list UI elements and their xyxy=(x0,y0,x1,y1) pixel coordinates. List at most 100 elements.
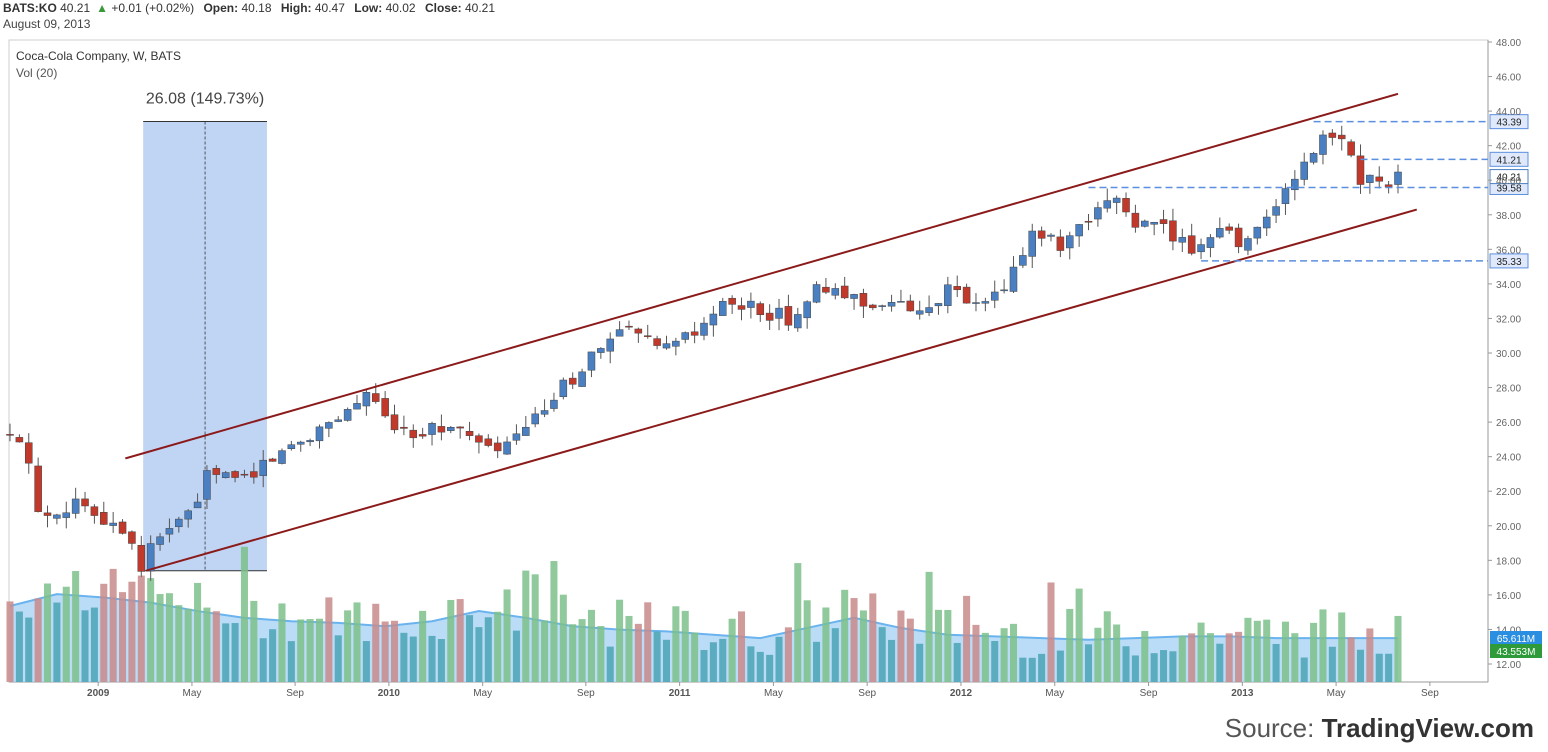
volume-bar xyxy=(128,581,136,682)
candle-body xyxy=(71,498,80,514)
volume-bar xyxy=(484,617,492,682)
candle-body xyxy=(812,284,821,303)
candle-body xyxy=(109,522,117,526)
last-price: 40.21 xyxy=(60,1,91,15)
volume-bar xyxy=(419,610,427,682)
volume-bar xyxy=(156,594,164,682)
volume-bar xyxy=(794,563,802,682)
candle-body xyxy=(915,310,924,315)
candle-body xyxy=(1244,238,1252,251)
candle-body xyxy=(315,426,324,442)
candle-body xyxy=(1309,153,1318,163)
symbol-legend[interactable]: Coca-Cola Company, W, BATS xyxy=(16,49,181,63)
volume-bar xyxy=(1150,653,1158,682)
candle-body xyxy=(128,531,136,544)
volume-bar xyxy=(944,609,952,682)
candle-body xyxy=(193,501,202,509)
volume-bar xyxy=(372,603,380,682)
candle-body xyxy=(203,470,211,500)
candle-body xyxy=(1347,141,1355,156)
volume-value-box xyxy=(1490,631,1542,645)
volume-bar xyxy=(878,627,886,682)
volume-bar xyxy=(831,628,839,682)
candle-body xyxy=(90,506,99,516)
candle-body xyxy=(1375,176,1384,182)
open-value: 40.18 xyxy=(241,1,272,15)
source-brand[interactable]: TradingView.com xyxy=(1321,713,1534,743)
volume-bar xyxy=(194,582,202,682)
volume-bar xyxy=(597,626,605,682)
candle-body xyxy=(634,328,643,334)
volume-bar xyxy=(1263,619,1271,682)
candle-body xyxy=(981,301,990,304)
volume-bar xyxy=(1366,628,1374,682)
candle-body xyxy=(615,329,624,337)
volume-bar xyxy=(869,593,877,682)
y-tick-label: 48.00 xyxy=(1496,38,1521,49)
volume-bar xyxy=(841,589,849,682)
y-tick-label: 16.00 xyxy=(1496,591,1521,602)
time-axis[interactable]: 2009 May Sep 2010 May Sep 2011 May Sep 2012 May Sep… xyxy=(87,682,1439,699)
volume-bar xyxy=(803,600,811,682)
volume-bar xyxy=(681,610,689,682)
volume-bar xyxy=(1253,620,1261,682)
volume-bar xyxy=(766,654,774,682)
candle-body xyxy=(1000,289,1008,292)
volume-bar xyxy=(1113,624,1121,682)
candle-body xyxy=(1262,216,1271,229)
volume-bar xyxy=(1084,644,1093,682)
candle-body xyxy=(325,422,333,429)
volume-bar xyxy=(756,651,764,682)
candle-body xyxy=(662,343,671,349)
candle-body xyxy=(934,303,943,307)
candle-body xyxy=(231,471,239,478)
candle-body xyxy=(1075,224,1083,237)
price-axis[interactable]: 12.00 14.00 16.00 18.00 20.00 22.00 24.00 26.00… xyxy=(1488,38,1542,671)
candle-body xyxy=(597,348,605,353)
x-tick-label: May xyxy=(182,688,201,699)
x-tick-label: 2010 xyxy=(378,688,401,699)
candle-body xyxy=(1178,237,1187,243)
candle-body xyxy=(1291,178,1299,191)
volume-bar xyxy=(1356,649,1365,682)
candle-body xyxy=(437,426,446,433)
candle-body xyxy=(1337,134,1346,140)
candle-body xyxy=(278,450,286,464)
ticker-symbol[interactable]: BATS:KO xyxy=(3,1,57,15)
volume-legend[interactable]: Vol (20) xyxy=(16,66,58,80)
candle-body xyxy=(1197,244,1205,253)
volume-bar xyxy=(1075,588,1083,682)
volume-bar xyxy=(437,639,445,682)
y-tick-label: 30.00 xyxy=(1496,349,1521,360)
volume-bar xyxy=(522,570,530,682)
y-tick-label: 34.00 xyxy=(1496,280,1521,291)
volume-bar xyxy=(1160,650,1168,682)
level-tag-box xyxy=(1489,151,1529,167)
volume-bar xyxy=(100,583,108,682)
candle-body xyxy=(1206,237,1215,248)
candle-body xyxy=(1319,134,1327,155)
candle-body xyxy=(1122,198,1130,213)
candle-body xyxy=(240,473,249,476)
volume-bar xyxy=(428,635,436,682)
candle-body xyxy=(972,302,980,304)
candle-body xyxy=(906,300,915,312)
candle-body xyxy=(578,371,586,387)
volume-bar xyxy=(691,632,699,682)
candle-body xyxy=(334,419,343,422)
candle-body xyxy=(653,338,661,346)
volume-bar xyxy=(466,615,474,682)
volume-bar xyxy=(1394,615,1402,682)
volume-bar xyxy=(1328,646,1336,682)
candle-body xyxy=(1019,255,1027,266)
source-prefix: Source: xyxy=(1224,713,1322,743)
volume-bar xyxy=(25,617,33,682)
volume-bar xyxy=(1225,633,1233,682)
candle-body xyxy=(737,305,746,310)
trend-channel[interactable] xyxy=(125,92,1418,572)
horizontal-levels[interactable]: 43.39 41.21 39.58 35.33 40.21 xyxy=(1088,114,1529,269)
candle-body xyxy=(887,302,896,307)
x-tick-label: May xyxy=(1327,688,1346,699)
volume-bar xyxy=(1338,612,1346,682)
